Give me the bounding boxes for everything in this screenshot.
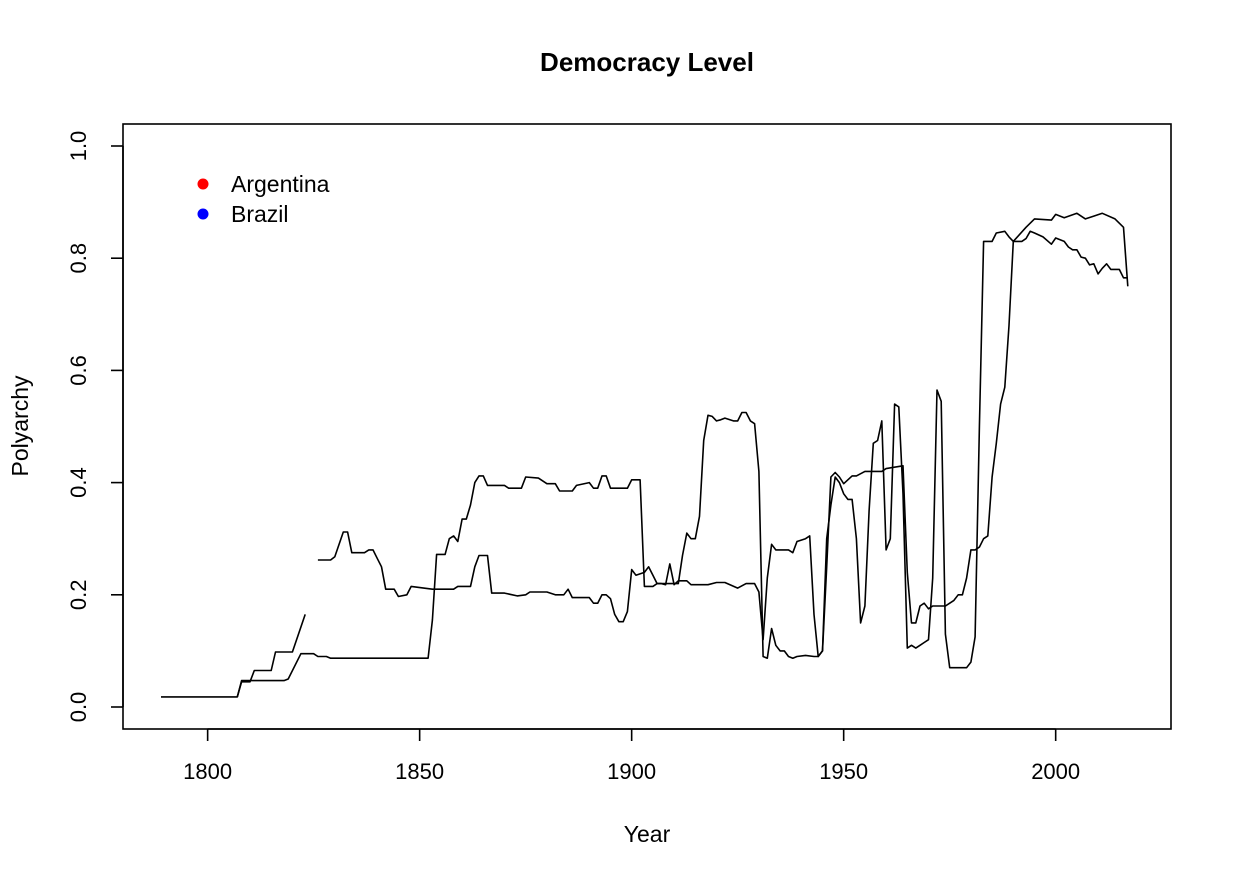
x-tick-label: 1900 (607, 759, 656, 784)
y-tick-label: 0.4 (66, 467, 91, 498)
y-tick-label: 0.2 (66, 580, 91, 611)
x-tick-label: 2000 (1031, 759, 1080, 784)
y-axis-label: Polyarchy (7, 375, 33, 476)
series-layer (161, 212, 1129, 698)
x-axis-label: Year (624, 821, 671, 847)
legend-label: Argentina (231, 171, 330, 197)
legend-marker (197, 178, 209, 190)
series-line (317, 212, 1129, 669)
y-tick-label: 0.0 (66, 692, 91, 723)
series-line (236, 230, 1128, 698)
x-tick-label: 1850 (395, 759, 444, 784)
legend-marker (197, 208, 209, 220)
series-line (161, 614, 306, 698)
x-axis: 1800 1850 1900 1950 2000 (183, 728, 1080, 784)
y-tick-label: 0.8 (66, 243, 91, 274)
x-tick-label: 1800 (183, 759, 232, 784)
legend: Argentina Brazil (197, 171, 330, 227)
x-tick-label: 1950 (819, 759, 868, 784)
y-tick-label: 0.6 (66, 355, 91, 386)
legend-label: Brazil (231, 201, 289, 227)
chart-title: Democracy Level (540, 47, 754, 77)
y-tick-label: 1.0 (66, 131, 91, 162)
y-axis: 0.0 0.2 0.4 0.6 0.8 1.0 (66, 131, 124, 723)
